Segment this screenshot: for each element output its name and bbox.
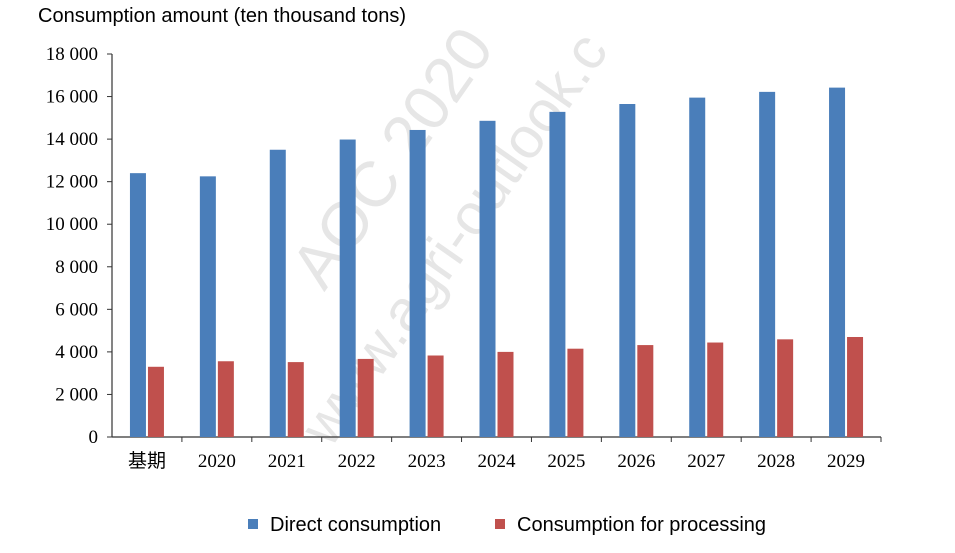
tick-labels: 0 2 000 4 000 6 000 8 000 10 000 12 000 14 000 1… [46, 44, 865, 472]
bar-consumption-for-processing [287, 362, 304, 437]
bar-direct-consumption [269, 149, 286, 437]
y-tick-label: 12 000 [46, 172, 98, 193]
bar-direct-consumption [619, 104, 636, 437]
x-tick-label: 2020 [198, 451, 236, 472]
legend-label: Consumption for processing [517, 514, 766, 536]
bar-direct-consumption [339, 139, 356, 437]
bar-consumption-for-processing [567, 348, 584, 437]
y-axis-label: Consumption amount (ten thousand tons) [38, 5, 406, 27]
x-tick-label: 2026 [617, 451, 655, 472]
bar-consumption-for-processing [707, 342, 724, 437]
x-tick-label: 基期 [128, 450, 166, 472]
bar-direct-consumption [829, 87, 846, 437]
legend-label: Direct consumption [270, 514, 441, 536]
y-tick-label: 10 000 [46, 214, 98, 235]
bar-consumption-for-processing [847, 336, 864, 437]
legend-marker [495, 519, 505, 529]
x-tick-label: 2025 [547, 451, 585, 472]
bar-consumption-for-processing [357, 358, 374, 437]
axes [107, 53, 882, 442]
y-tick-label: 4 000 [55, 342, 98, 363]
bar-direct-consumption [759, 91, 776, 437]
bar-consumption-for-processing [217, 361, 234, 437]
x-tick-label: 2029 [827, 451, 865, 472]
y-tick-label: 8 000 [55, 257, 98, 278]
y-tick-label: 6 000 [55, 299, 98, 320]
legend-marker [248, 519, 258, 529]
x-tick-label: 2024 [478, 451, 517, 472]
y-tick-label: 18 000 [46, 44, 98, 65]
x-tick-label: 2021 [268, 451, 306, 472]
y-tick-label: 2 000 [55, 384, 98, 405]
bar-consumption-for-processing [147, 366, 164, 437]
legend: Direct consumption Consumption for proces… [248, 514, 766, 536]
y-tick-label: 14 000 [46, 129, 98, 150]
x-tick-label: 2028 [757, 451, 795, 472]
y-tick-label: 16 000 [46, 87, 98, 108]
bar-consumption-for-processing [777, 339, 794, 437]
bar-direct-consumption [689, 97, 706, 437]
x-tick-label: 2022 [338, 451, 376, 472]
bars [129, 87, 864, 438]
x-tick-label: 2027 [687, 451, 725, 472]
bar-direct-consumption [409, 129, 426, 437]
bar-consumption-for-processing [427, 355, 444, 437]
bar-direct-consumption [549, 111, 566, 438]
y-tick-label: 0 [89, 427, 99, 448]
bar-direct-consumption [129, 173, 146, 437]
bar-consumption-for-processing [497, 351, 514, 437]
bar-direct-consumption [479, 120, 496, 437]
bar-direct-consumption [199, 176, 216, 437]
bar-consumption-for-processing [637, 345, 654, 437]
x-tick-label: 2023 [408, 451, 446, 472]
